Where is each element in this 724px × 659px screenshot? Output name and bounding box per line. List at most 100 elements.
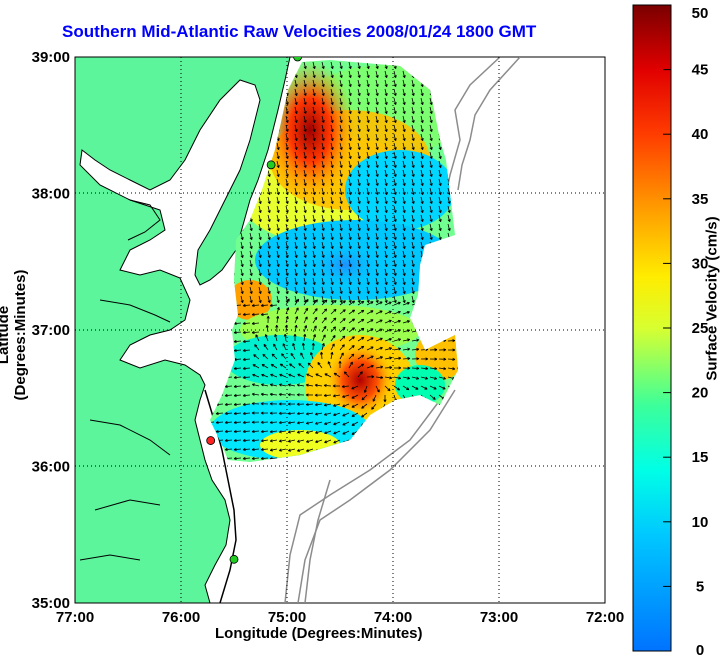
velocity-arrow — [287, 448, 296, 452]
velocity-arrow — [366, 223, 370, 232]
velocity-arrow — [285, 124, 289, 133]
velocity-arrow — [278, 392, 287, 397]
velocity-arrow — [384, 295, 388, 304]
velocity-arrow — [420, 223, 424, 232]
velocity-arrow — [411, 338, 420, 342]
velocity-arrow — [327, 361, 332, 369]
velocity-arrow — [366, 169, 370, 178]
velocity-arrow — [330, 317, 337, 324]
velocity-arrow — [420, 385, 428, 390]
velocity-arrow — [339, 187, 343, 196]
velocity-arrow — [267, 250, 271, 259]
velocity-arrow — [251, 438, 260, 443]
velocity-arrow — [384, 356, 393, 360]
velocity-arrow — [339, 326, 346, 333]
velocity-arrow — [339, 160, 343, 169]
velocity-arrow — [303, 187, 307, 196]
velocity-arrow — [312, 268, 316, 277]
velocity-arrow — [384, 205, 388, 214]
velocity-arrow — [281, 353, 287, 360]
velocity-arrow — [402, 385, 410, 391]
velocity-arrow — [438, 178, 442, 187]
velocity-arrow — [393, 232, 397, 241]
velocity-arrow — [357, 196, 361, 205]
velocity-arrow — [402, 115, 406, 124]
velocity-arrow — [384, 277, 388, 286]
velocity-arrow — [323, 403, 332, 407]
velocity-arrow — [393, 196, 397, 205]
x-tick-label: 73:00 — [480, 609, 518, 626]
velocity-arrow — [254, 344, 260, 351]
velocity-arrow — [253, 354, 260, 360]
velocity-arrow — [276, 241, 280, 250]
velocity-arrow — [278, 448, 287, 452]
velocity-arrow — [420, 160, 424, 169]
velocity-arrow — [348, 259, 352, 268]
velocity-arrow — [312, 286, 316, 295]
velocity-arrow — [297, 373, 305, 378]
velocity-arrow — [267, 268, 271, 277]
velocity-arrow — [258, 259, 262, 268]
velocity-arrow — [438, 151, 442, 160]
velocity-arrow — [393, 241, 397, 250]
velocity-arrow — [332, 394, 341, 398]
velocity-arrow — [276, 196, 280, 205]
velocity-arrow — [267, 178, 271, 187]
velocity-arrow — [438, 160, 442, 169]
velocity-arrow — [402, 286, 406, 295]
velocity-arrow — [305, 421, 314, 425]
land-delmarva — [75, 57, 291, 603]
velocity-arrow — [384, 97, 388, 106]
velocity-arrow — [303, 333, 307, 342]
velocity-arrow — [429, 151, 433, 160]
velocity-arrow — [429, 205, 433, 214]
velocity-arrow — [339, 335, 346, 342]
velocity-arrow — [312, 299, 318, 306]
velocity-arrow — [296, 383, 305, 387]
velocity-arrow — [357, 178, 361, 187]
velocity-arrow — [303, 70, 307, 79]
velocity-arrow — [393, 79, 397, 88]
velocity-arrow — [285, 160, 289, 169]
velocity-arrow — [375, 286, 379, 295]
velocity-arrow — [242, 348, 251, 353]
velocity-arrow — [338, 360, 342, 368]
velocity-arrow — [303, 133, 307, 142]
velocity-arrow — [264, 334, 269, 342]
velocity-arrow — [267, 169, 271, 178]
velocity-arrow — [330, 124, 334, 133]
velocity-arrow — [357, 286, 361, 295]
velocity-arrow — [438, 205, 442, 214]
velocity-arrow — [321, 299, 328, 306]
velocity-arrow — [339, 352, 344, 360]
velocity-arrow — [384, 337, 392, 342]
velocity-arrow — [269, 439, 278, 443]
velocity-arrow — [330, 268, 334, 277]
velocity-arrow — [420, 151, 424, 160]
velocity-arrow — [393, 169, 397, 178]
velocity-arrow — [348, 70, 352, 79]
velocity-arrow — [224, 420, 233, 425]
velocity-arrow — [348, 300, 356, 306]
velocity-arrow — [393, 259, 397, 268]
velocity-arrow — [330, 88, 334, 97]
velocity-arrow — [312, 142, 316, 151]
velocity-arrow — [447, 223, 451, 232]
velocity-arrow — [402, 133, 406, 142]
velocity-arrow — [383, 395, 387, 403]
colorbar-tick-label: 50 — [692, 5, 709, 22]
velocity-arrow — [278, 411, 287, 415]
velocity-arrow — [276, 315, 280, 324]
velocity-arrow — [375, 385, 380, 393]
velocity-arrow — [240, 232, 244, 241]
velocity-arrow — [420, 88, 424, 97]
velocity-arrow — [303, 223, 307, 232]
velocity-arrow — [303, 169, 307, 178]
velocity-arrow — [343, 371, 350, 378]
velocity-arrow — [384, 133, 388, 142]
velocity-arrow — [330, 259, 334, 268]
velocity-arrow — [314, 393, 323, 397]
velocity-arrow — [420, 115, 424, 124]
velocity-arrow — [303, 232, 307, 241]
